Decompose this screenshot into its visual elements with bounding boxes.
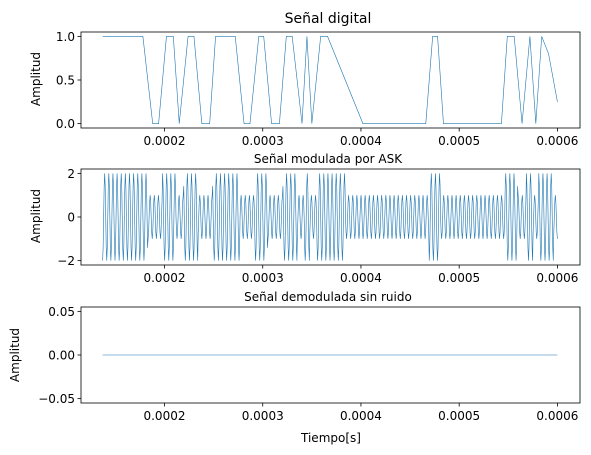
panel-demodulated: Señal demodulada sin ruido Amplitud Tiem… [8, 290, 581, 445]
y-tick-label: 0.0 [56, 117, 75, 131]
series-line [102, 36, 558, 124]
panel-2-ylabel: Amplitud [29, 189, 43, 243]
x-tick-label: 0.0002 [143, 271, 185, 285]
x-tick-label: 0.0002 [143, 134, 185, 148]
panel-2-title: Señal modulada por ASK [254, 152, 403, 166]
x-tick-label: 0.0005 [438, 409, 480, 423]
x-tick-label: 0.0002 [143, 409, 185, 423]
y-tick-label: −2 [57, 254, 75, 268]
x-tick-label: 0.0006 [536, 134, 578, 148]
panel-3-ylabel: Amplitud [8, 328, 22, 382]
x-tick-label: 0.0003 [242, 409, 284, 423]
x-tick-label: 0.0004 [340, 134, 382, 148]
x-tick-label: 0.0006 [536, 271, 578, 285]
y-tick-label: 0.05 [48, 305, 75, 319]
y-tick-label: 0.00 [48, 349, 75, 363]
y-tick-label: −0.05 [38, 392, 75, 406]
panel-3-xlabel: Tiempo[s] [300, 431, 361, 445]
y-tick-label: 1.0 [56, 30, 75, 44]
x-tick-label: 0.0003 [242, 271, 284, 285]
x-tick-label: 0.0006 [536, 409, 578, 423]
panel-1-ylabel: Amplitud [29, 52, 43, 106]
y-tick-label: 0.5 [56, 74, 75, 88]
x-tick-label: 0.0004 [340, 271, 382, 285]
panel-signal-digital: Señal digital Amplitud 0.0002 0.0003 0.000… [29, 11, 581, 148]
panel-3-title: Señal demodulada sin ruido [244, 290, 412, 304]
x-tick-label: 0.0005 [438, 271, 480, 285]
panel-1-title: Señal digital [285, 11, 372, 27]
y-tick-label: 2 [67, 167, 75, 181]
y-tick-label: 0 [67, 211, 75, 225]
panel-ask-modulated: Señal modulada por ASK Amplitud 0.0002 0.… [29, 152, 581, 285]
x-tick-label: 0.0004 [340, 409, 382, 423]
panel-1-axes-frame [80, 31, 581, 129]
series-line-ask [102, 173, 558, 261]
x-tick-label: 0.0005 [438, 134, 480, 148]
x-tick-label: 0.0003 [242, 134, 284, 148]
